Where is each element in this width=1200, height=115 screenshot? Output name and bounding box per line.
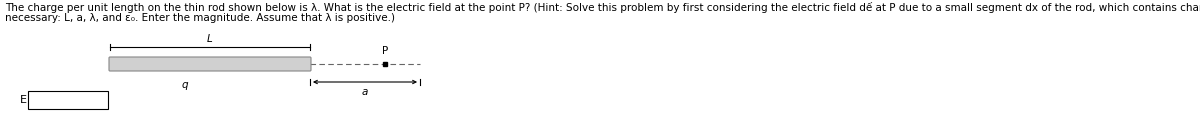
Text: The charge per unit length on the thin rod shown below is λ. What is the electri: The charge per unit length on the thin r… (5, 2, 1200, 13)
Text: a: a (362, 86, 368, 96)
FancyBboxPatch shape (109, 58, 311, 71)
Text: q: q (181, 79, 188, 89)
Bar (28, 91, 108, 109)
Text: P: P (382, 46, 388, 56)
Text: necessary: L, a, λ, and ε₀. Enter the magnitude. Assume that λ is positive.): necessary: L, a, λ, and ε₀. Enter the ma… (5, 13, 395, 23)
Text: L: L (208, 34, 212, 44)
Text: E =: E = (20, 94, 40, 104)
